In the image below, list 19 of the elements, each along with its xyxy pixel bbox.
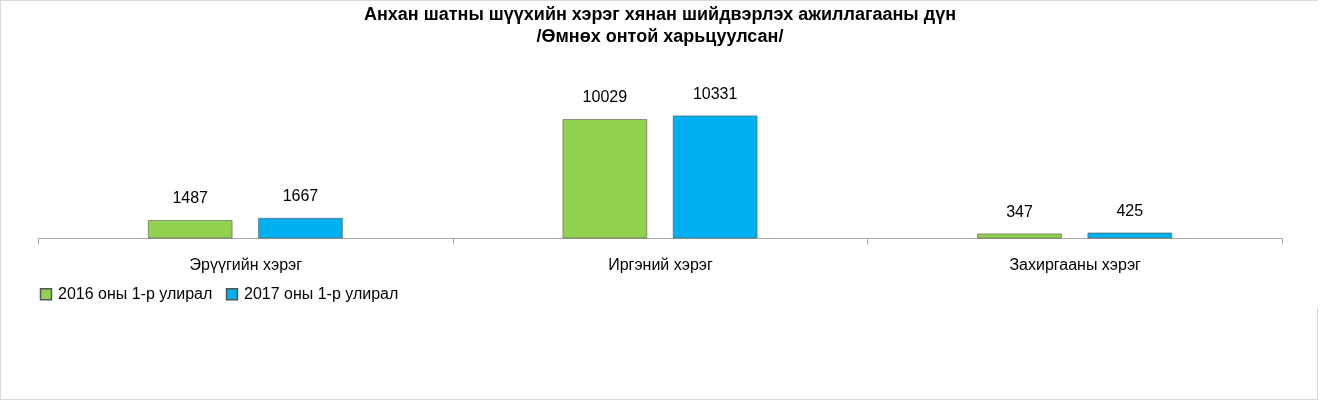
data-label: 347 (1006, 202, 1033, 220)
legend-label: 2017 оны 1-р улирал (244, 285, 399, 303)
data-label: 425 (1116, 201, 1144, 219)
bar (147, 220, 233, 239)
data-label: 10029 (582, 88, 628, 106)
data-label: 1667 (282, 187, 319, 205)
chart-subtitle: /Өмнөх онтой харьцуулсан/ (536, 25, 784, 46)
x-tick-label: Захиргааны хэрэг (1009, 255, 1142, 273)
bar (1087, 232, 1173, 239)
bar (977, 233, 1062, 239)
data-label: 1487 (172, 189, 209, 207)
bar (672, 115, 758, 239)
x-tick-label: Иргэний хэрэг (608, 255, 713, 273)
bar (562, 119, 648, 239)
legend-label: 2016 оны 1-р улирал (58, 285, 213, 303)
bar (258, 218, 343, 239)
chart-title: Анхан шатны шүүхийн хэрэг хянан шийдвэрлэх ажиллагааны дүн (363, 3, 957, 24)
data-label: 10331 (692, 84, 738, 102)
x-tick-label: Эрүүгийн хэрэг (189, 255, 303, 273)
